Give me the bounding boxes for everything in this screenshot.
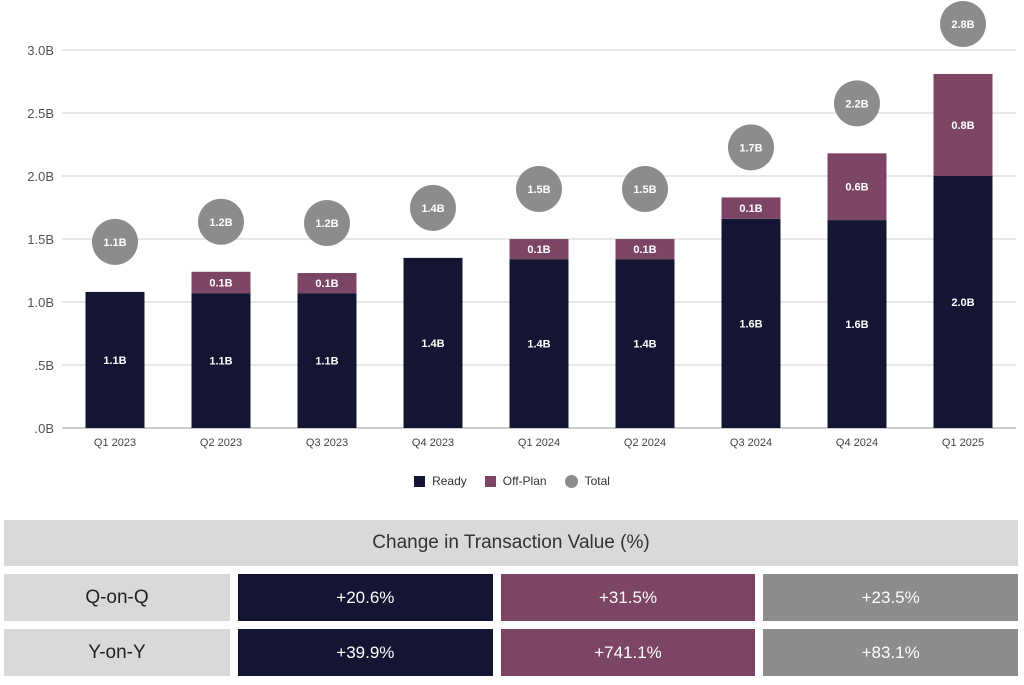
y-tick-label: .0B	[34, 421, 54, 436]
bar-label-ready: 1.4B	[421, 338, 444, 350]
legend-swatch-ready	[414, 475, 426, 487]
y-tick-label: 1.0B	[27, 295, 54, 310]
total-bubble	[834, 80, 880, 127]
bar-ready	[933, 176, 993, 428]
bar-ready	[191, 293, 251, 428]
bar-offplan	[721, 197, 781, 219]
bar-ready	[615, 259, 675, 428]
cell-qoq-ready: +20.6%	[238, 574, 493, 621]
x-category-label: Q2 2024	[624, 437, 666, 449]
bar-label-ready: 1.1B	[103, 355, 126, 367]
total-bubble	[198, 198, 244, 245]
bar-ready	[403, 257, 463, 428]
x-category-label: Q3 2024	[730, 437, 772, 449]
cell-yoy-offplan: +741.1%	[500, 629, 756, 676]
chart-legend: Ready Off-Plan Total	[0, 474, 1024, 488]
legend-label-total: Total	[584, 474, 610, 488]
bar-label-offplan: 0.6B	[845, 182, 868, 194]
row-label-qoq: Q-on-Q	[4, 574, 230, 621]
bar-label-ready: 1.4B	[527, 339, 550, 351]
total-bubble	[304, 200, 350, 247]
bar-label-ready: 1.1B	[315, 356, 338, 368]
total-bubble	[92, 218, 138, 265]
x-category-label: Q4 2024	[836, 437, 878, 449]
bar-offplan	[615, 239, 675, 260]
y-tick-label: 2.0B	[27, 169, 54, 184]
total-label: 1.2B	[209, 217, 232, 229]
total-bubble	[622, 166, 668, 212]
cell-qoq-offplan: +31.5%	[500, 574, 756, 621]
bar-label-offplan: 0.8B	[951, 120, 974, 132]
x-category-label: Q1 2023	[94, 437, 136, 449]
row-label-yoy: Y-on-Y	[4, 629, 230, 676]
table-title: Change in Transaction Value (%)	[4, 520, 1018, 566]
bar-label-offplan: 0.1B	[739, 203, 762, 215]
total-bubble	[940, 0, 986, 47]
bar-ready	[509, 259, 569, 428]
y-tick-label: .5B	[34, 358, 54, 373]
bar-offplan	[297, 273, 357, 294]
total-label: 2.8B	[951, 19, 974, 31]
total-label: 2.2B	[845, 98, 868, 110]
total-label: 1.7B	[739, 142, 762, 154]
bar-label-ready: 1.6B	[845, 319, 868, 331]
x-category-label: Q2 2023	[200, 437, 242, 449]
bar-label-ready: 1.4B	[633, 339, 656, 351]
bar-offplan	[933, 73, 993, 176]
x-category-label: Q1 2025	[942, 437, 984, 449]
legend-swatch-total	[564, 474, 578, 488]
bar-label-offplan: 0.1B	[209, 277, 232, 289]
total-label: 1.5B	[633, 184, 656, 196]
total-bubble	[516, 166, 562, 212]
bar-offplan	[191, 271, 251, 294]
bar-ready	[827, 220, 887, 428]
legend-label-offplan: Off-Plan	[502, 474, 547, 488]
total-label: 1.2B	[315, 218, 338, 230]
total-bubble	[410, 184, 456, 231]
y-tick-label: 1.5B	[27, 232, 54, 247]
y-tick-label: 2.5B	[27, 106, 54, 121]
cell-yoy-ready: +39.9%	[238, 629, 493, 676]
y-tick-label: 3.0B	[27, 43, 54, 58]
table-row-yoy: Y-on-Y +39.9% +741.1% +83.1%	[4, 629, 1019, 676]
bar-ready	[85, 291, 145, 428]
x-category-label: Q4 2023	[412, 437, 454, 449]
bar-ready	[297, 293, 357, 428]
cell-qoq-total: +23.5%	[763, 574, 1019, 621]
change-table: Change in Transaction Value (%) Q-on-Q +…	[4, 520, 1019, 676]
table-row-qoq: Q-on-Q +20.6% +31.5% +23.5%	[4, 574, 1019, 621]
total-label: 1.5B	[527, 184, 550, 196]
bar-label-offplan: 0.1B	[527, 244, 550, 256]
legend-item-offplan: Off-Plan	[484, 474, 547, 488]
bar-label-ready: 2.0B	[951, 297, 974, 309]
bar-label-ready: 1.6B	[739, 318, 762, 330]
bar-offplan	[509, 239, 569, 260]
bar-ready	[721, 218, 781, 428]
total-label: 1.1B	[103, 237, 126, 249]
cell-yoy-total: +83.1%	[763, 629, 1019, 676]
bar-offplan	[827, 153, 887, 221]
legend-label-ready: Ready	[432, 474, 467, 488]
legend-item-ready: Ready	[414, 474, 467, 488]
total-bubble	[728, 124, 774, 171]
legend-swatch-offplan	[484, 475, 496, 487]
bar-label-offplan: 0.1B	[633, 244, 656, 256]
x-category-label: Q1 2024	[518, 437, 560, 449]
stacked-bar-chart: .0B .5B 1.0B 1.5B 2.0B 2.5B 3.0B 1.1B 1.1B Q1 202…	[27, 0, 1016, 449]
legend-item-total: Total	[564, 474, 610, 488]
bar-label-offplan: 0.1B	[315, 278, 338, 290]
x-category-label: Q3 2023	[306, 437, 348, 449]
bar-label-ready: 1.1B	[209, 356, 232, 368]
total-label: 1.4B	[421, 203, 444, 215]
